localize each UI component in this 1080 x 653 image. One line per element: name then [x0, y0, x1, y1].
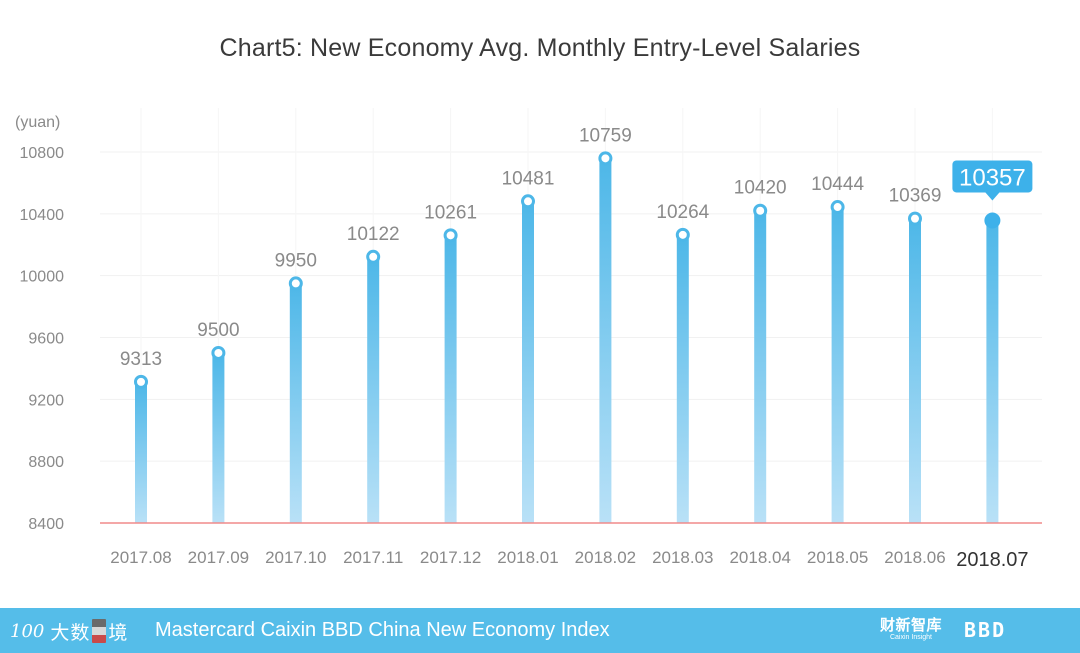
brand-logo: 100 大数 境 [10, 618, 128, 644]
y-tick-label: 10400 [20, 207, 65, 224]
data-point [366, 249, 381, 264]
x-tick-label: 2017.10 [265, 548, 326, 567]
data-label: 10122 [347, 224, 400, 245]
brand-name-part-2: 境 [108, 622, 129, 644]
chart-title: Chart5: New Economy Avg. Monthly Entry-L… [219, 34, 861, 62]
y-tick-label: 8800 [28, 454, 64, 471]
bar [986, 220, 999, 524]
bar [367, 256, 380, 523]
x-tick-label: 2018.04 [729, 548, 790, 567]
data-point [753, 203, 768, 218]
x-tick-label: 2018.05 [807, 548, 868, 567]
data-point [830, 200, 845, 215]
y-tick-label: 8400 [28, 516, 64, 533]
x-tick-label: 2017.09 [188, 548, 249, 567]
x-tick-label: 2018.02 [575, 548, 636, 567]
data-label: 9313 [120, 349, 162, 370]
x-tick-label: 2017.12 [420, 548, 481, 567]
data-point [443, 228, 458, 243]
bar [909, 218, 921, 523]
bar [212, 352, 225, 523]
data-point [675, 227, 690, 242]
data-label: 10369 [889, 186, 942, 207]
x-tick-label: 2018.06 [884, 548, 945, 567]
value-callout-pointer [985, 192, 1000, 201]
data-label: 10357 [959, 164, 1026, 191]
bar [754, 210, 767, 523]
x-tick-label: 2018.01 [497, 548, 558, 567]
y-tick-label: 10000 [20, 269, 65, 286]
y-tick-label: 9600 [28, 331, 64, 348]
value-callout [952, 160, 1033, 193]
caixin-logo-cn: 财新智库 [880, 617, 943, 634]
data-point [984, 212, 1001, 229]
data-point [288, 276, 303, 291]
data-point [134, 374, 148, 389]
caixin-logo: 财新智库 Caixin Insight [880, 617, 942, 642]
data-point [598, 151, 613, 166]
flag-icon [92, 619, 107, 643]
data-label: 9500 [197, 320, 239, 341]
footer-bar: 100 大数 境 Mastercard Caixin BBD China New… [0, 608, 1080, 653]
bar [444, 235, 457, 523]
bar-chart: 8400 8800 9200 9600 10000 10400 10800 (yuan) 931… [15, 114, 1042, 571]
data-label: 10444 [811, 174, 864, 195]
bar [831, 207, 844, 523]
x-tick-label: 2018.07 [956, 549, 1028, 571]
data-point [908, 211, 922, 226]
bbd-logo: BBD [964, 618, 1007, 642]
y-axis-label: (yuan) [15, 114, 60, 131]
data-label: 10759 [579, 125, 632, 146]
bar [289, 283, 302, 523]
data-label: 10481 [502, 168, 555, 189]
x-tick-label: 2017.11 [343, 548, 403, 567]
data-label: 10420 [734, 178, 787, 199]
y-tick-label: 9200 [28, 392, 64, 409]
data-label: 10264 [656, 202, 709, 223]
index-name: Mastercard Caixin BBD China New Economy … [155, 619, 610, 641]
bar [676, 234, 689, 523]
bar [599, 158, 612, 523]
x-tick-label: 2017.08 [110, 548, 171, 567]
data-label: 10261 [424, 202, 477, 223]
bar [522, 201, 534, 524]
data-point [521, 194, 535, 209]
data-point [211, 345, 226, 360]
data-label: 9950 [275, 250, 317, 271]
bar [135, 381, 147, 523]
x-tick-label: 2018.03 [652, 548, 713, 567]
caixin-logo-en: Caixin Insight [889, 634, 933, 641]
brand-name-part-1: 大数 [50, 622, 91, 644]
brand-mark: 100 [10, 620, 45, 642]
y-tick-label: 10800 [20, 145, 65, 162]
